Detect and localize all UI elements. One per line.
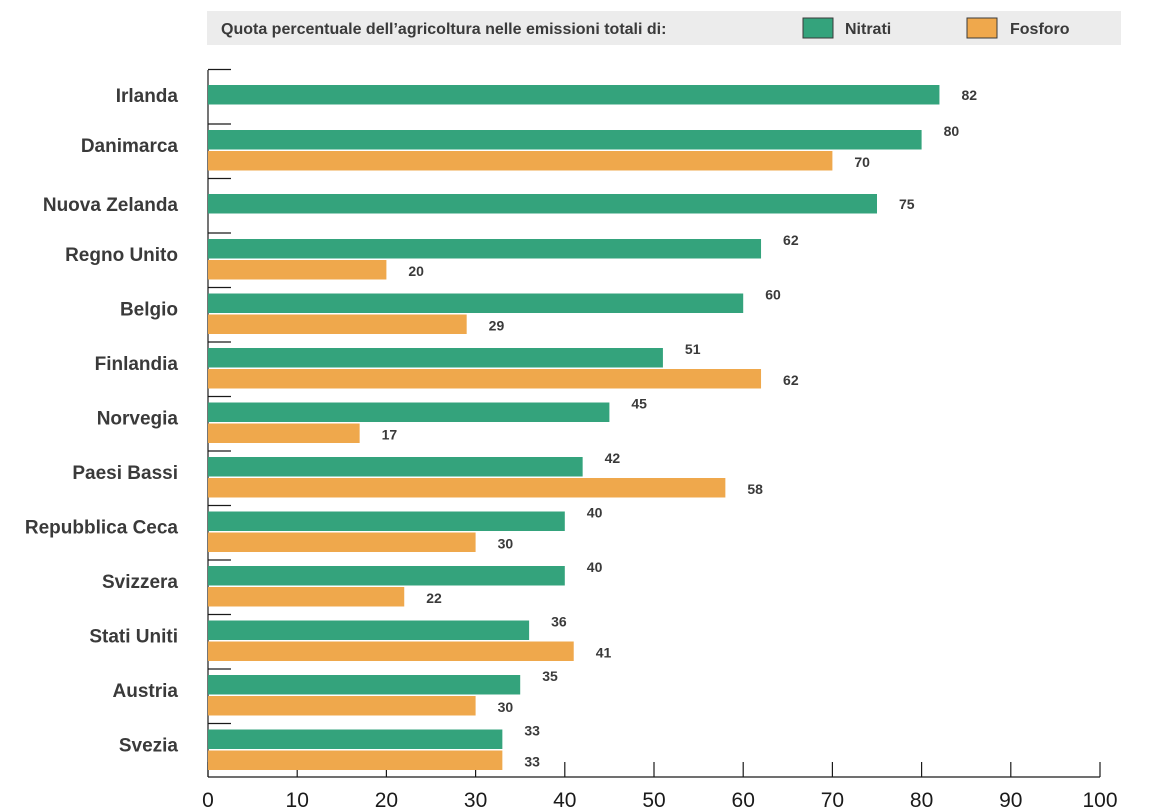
value-label-fosforo-finlandia: 62: [783, 372, 799, 388]
bar-nitrati-nuova-zelanda: [208, 194, 877, 214]
value-label-nitrati-nuova-zelanda: 75: [899, 196, 915, 212]
legend-swatch-nitrati: [802, 17, 834, 39]
value-label-nitrati-stati-uniti: 36: [551, 614, 567, 630]
category-label-belgio: Belgio: [120, 300, 178, 321]
x-tick-label: 20: [375, 789, 398, 809]
x-tick-label: 10: [286, 789, 309, 809]
bar-fosforo-austria: [208, 696, 476, 716]
bar-nitrati-danimarca: [208, 130, 922, 150]
value-label-nitrati-austria: 35: [542, 668, 558, 684]
bar-nitrati-irlanda: [208, 85, 940, 105]
value-label-nitrati-norvegia: 45: [631, 396, 647, 412]
value-label-fosforo-danimarca: 70: [854, 154, 870, 170]
bar-nitrati-belgio: [208, 293, 744, 313]
value-label-nitrati-svezia: 33: [524, 723, 540, 739]
bar-fosforo-regno-unito: [208, 260, 387, 280]
x-tick-label: 50: [642, 789, 665, 809]
category-label-svezia: Svezia: [119, 736, 179, 757]
category-label-finlandia: Finlandia: [95, 354, 179, 375]
bar-nitrati-austria: [208, 675, 521, 695]
bar-fosforo-norvegia: [208, 423, 360, 443]
value-label-nitrati-paesi-bassi: 42: [605, 450, 621, 466]
x-tick-label: 90: [999, 789, 1022, 809]
bar-nitrati-stati-uniti: [208, 620, 530, 640]
x-tick-label: 70: [821, 789, 844, 809]
category-label-norvegia: Norvegia: [97, 409, 179, 430]
value-label-fosforo-austria: 30: [498, 699, 514, 715]
category-label-danimarca: Danimarca: [81, 136, 179, 157]
x-tick-label: 100: [1082, 789, 1117, 809]
value-label-fosforo-belgio: 29: [489, 318, 505, 334]
legend: Quota percentuale dell’agricoltura nelle…: [207, 11, 1121, 45]
bar-nitrati-regno-unito: [208, 239, 762, 259]
value-label-nitrati-belgio: 60: [765, 287, 781, 303]
x-tick-label: 30: [464, 789, 487, 809]
legend-label-fosforo: Fosforo: [1010, 21, 1070, 38]
value-label-nitrati-repubblica-ceca: 40: [587, 505, 603, 521]
category-label-irlanda: Irlanda: [116, 86, 179, 107]
value-label-fosforo-norvegia: 17: [382, 427, 398, 443]
value-label-nitrati-irlanda: 82: [961, 87, 977, 103]
value-label-nitrati-danimarca: 80: [944, 123, 960, 139]
value-label-fosforo-regno-unito: 20: [408, 263, 424, 279]
bar-nitrati-finlandia: [208, 348, 663, 368]
category-label-austria: Austria: [113, 681, 179, 702]
value-label-fosforo-svizzera: 22: [426, 590, 442, 606]
bar-fosforo-finlandia: [208, 369, 762, 389]
legend-title: Quota percentuale dell’agricoltura nelle…: [221, 21, 666, 38]
value-label-nitrati-finlandia: 51: [685, 341, 701, 357]
value-label-fosforo-svezia: 33: [524, 754, 540, 770]
value-label-nitrati-svizzera: 40: [587, 559, 603, 575]
bar-nitrati-norvegia: [208, 402, 610, 422]
plot-area: 0 10 20 30 40 50 60 70 80 90 100 82 Irlanda 80 70 Danim…: [25, 68, 1118, 809]
bar-fosforo-belgio: [208, 314, 467, 334]
bar-fosforo-danimarca: [208, 151, 833, 171]
bar-fosforo-paesi-bassi: [208, 478, 726, 498]
bar-fosforo-stati-uniti: [208, 641, 574, 661]
value-label-fosforo-stati-uniti: 41: [596, 645, 612, 661]
legend-swatch-fosforo: [966, 17, 998, 39]
bar-fosforo-svezia: [208, 750, 503, 770]
value-label-nitrati-regno-unito: 62: [783, 232, 799, 248]
category-label-stati-uniti: Stati Uniti: [89, 627, 178, 648]
value-label-fosforo-paesi-bassi: 58: [747, 481, 763, 497]
category-label-regno-unito: Regno Unito: [65, 245, 178, 266]
x-tick-label: 60: [732, 789, 755, 809]
category-label-svizzera: Svizzera: [102, 572, 178, 593]
bar-fosforo-repubblica-ceca: [208, 532, 476, 552]
bar-nitrati-paesi-bassi: [208, 457, 583, 477]
bar-fosforo-svizzera: [208, 587, 405, 607]
bar-nitrati-svezia: [208, 729, 503, 749]
category-label-repubblica-ceca: Repubblica Ceca: [25, 518, 179, 539]
category-label-nuova-zelanda: Nuova Zelanda: [43, 195, 179, 216]
category-label-paesi-bassi: Paesi Bassi: [72, 463, 178, 484]
x-tick-label: 40: [553, 789, 576, 809]
x-tick-label: 80: [910, 789, 933, 809]
bar-nitrati-repubblica-ceca: [208, 511, 565, 531]
value-label-fosforo-repubblica-ceca: 30: [498, 536, 514, 552]
bar-nitrati-svizzera: [208, 566, 565, 586]
legend-label-nitrati: Nitrati: [845, 21, 891, 38]
x-tick-label: 0: [202, 789, 214, 809]
